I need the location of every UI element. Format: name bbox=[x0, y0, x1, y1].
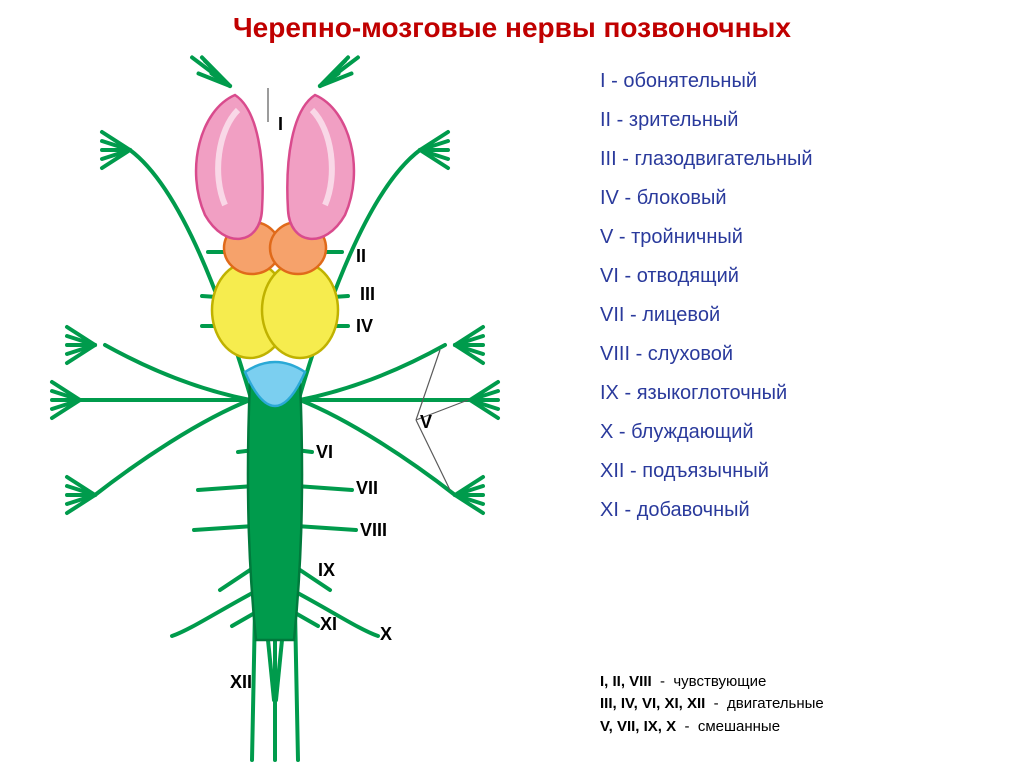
legend-name: лицевой bbox=[642, 304, 720, 326]
classification-row: I, II, VIII - чувствующие bbox=[600, 671, 824, 694]
legend-num: IV bbox=[600, 187, 619, 209]
diagram-label: II bbox=[356, 246, 366, 266]
legend-name: обонятельный bbox=[623, 70, 757, 92]
nerve bbox=[198, 486, 254, 490]
legend-row: XII - подъязычный bbox=[600, 460, 813, 483]
legend-name: блоковый bbox=[637, 187, 727, 209]
legend-row: VIII - слуховой bbox=[600, 343, 813, 366]
diagram-label: VI bbox=[316, 442, 333, 462]
diagram-label: X bbox=[380, 624, 392, 644]
brain-diagram: IIIIIIIVVVIVIIVIIIIXXXIXII bbox=[0, 0, 600, 768]
legend-num: XII bbox=[600, 460, 624, 482]
legend-row: II - зрительный bbox=[600, 109, 813, 132]
legend-num: II bbox=[600, 109, 611, 131]
legend-name: глазодвигательный bbox=[634, 148, 812, 170]
legend-num: XI bbox=[600, 499, 619, 521]
diagram-label: XII bbox=[230, 672, 252, 692]
diagram-label: III bbox=[360, 284, 375, 304]
diagram-label: IX bbox=[318, 560, 335, 580]
legend-row: IV - блоковый bbox=[600, 187, 813, 210]
legend-num: X bbox=[600, 421, 613, 443]
legend-row: IX - языкоглоточный bbox=[600, 382, 813, 405]
legend-row: I - обонятельный bbox=[600, 70, 813, 93]
legend-name: добавочный bbox=[637, 499, 750, 521]
legend-num: V bbox=[600, 226, 613, 248]
diagram-label: IV bbox=[356, 316, 373, 336]
nerve bbox=[95, 400, 250, 495]
legend-num: IX bbox=[600, 382, 619, 404]
legend-name: тройничный bbox=[631, 226, 743, 248]
medulla bbox=[248, 380, 302, 640]
legend-name: подъязычный bbox=[642, 460, 769, 482]
legend-num: VII bbox=[600, 304, 624, 326]
nerve bbox=[194, 526, 254, 530]
diagram-label: XI bbox=[320, 614, 337, 634]
brain-region bbox=[262, 262, 338, 358]
nerve bbox=[172, 590, 258, 636]
diagram-label: I bbox=[278, 114, 283, 134]
legend-list: I - обонятельный II - зрительный III - гла… bbox=[600, 70, 813, 538]
classification-row: V, VII, IX, X - смешанные bbox=[600, 716, 824, 739]
nerve bbox=[105, 345, 250, 400]
legend-row: III - глазодвигательный bbox=[600, 148, 813, 171]
legend-name: блуждающий bbox=[631, 421, 753, 443]
legend-num: VIII bbox=[600, 343, 630, 365]
nerve bbox=[300, 345, 445, 400]
legend-num: III bbox=[600, 148, 617, 170]
legend-name: языкоглоточный bbox=[637, 382, 788, 404]
legend-row: X - блуждающий bbox=[600, 421, 813, 444]
legend-name: зрительный bbox=[629, 109, 739, 131]
classification-block: I, II, VIII - чувствующиеIII, IV, VI, XI… bbox=[600, 671, 824, 739]
legend-row: V - тройничный bbox=[600, 226, 813, 249]
legend-name: отводящий bbox=[637, 265, 739, 287]
legend-name: слуховой bbox=[648, 343, 733, 365]
diagram-label: V bbox=[420, 412, 432, 432]
nerve bbox=[296, 526, 356, 530]
legend-num: VI bbox=[600, 265, 619, 287]
nerve bbox=[296, 486, 352, 490]
diagram-label: VIII bbox=[360, 520, 387, 540]
legend-row: VII - лицевой bbox=[600, 304, 813, 327]
diagram-label: VII bbox=[356, 478, 378, 498]
legend-num: I bbox=[600, 70, 606, 92]
legend-row: XI - добавочный bbox=[600, 499, 813, 522]
classification-row: III, IV, VI, XI, XII - двигательные bbox=[600, 693, 824, 716]
legend-row: VI - отводящий bbox=[600, 265, 813, 288]
